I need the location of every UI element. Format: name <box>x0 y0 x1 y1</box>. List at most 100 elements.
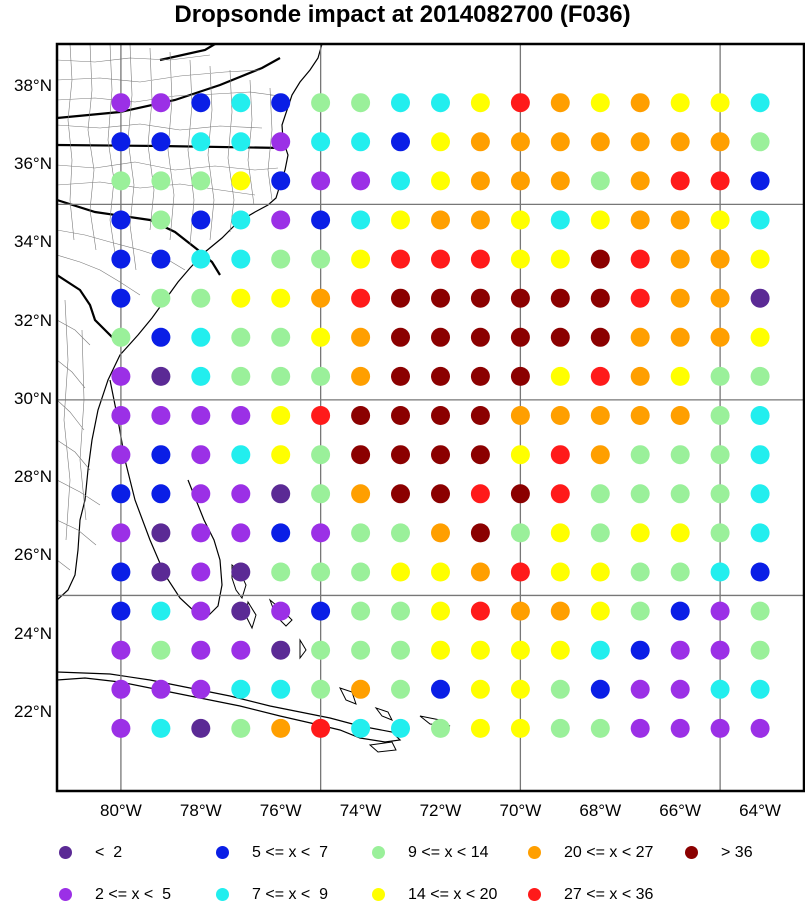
dropsonde-dot <box>431 249 450 269</box>
map-plot <box>55 42 805 793</box>
dropsonde-dot <box>311 210 331 230</box>
dropsonde-dot <box>151 484 171 504</box>
dropsonde-dot <box>151 406 171 425</box>
longitude-tick-label: 78°W <box>179 801 222 820</box>
dropsonde-dot <box>670 93 690 113</box>
dropsonde-dot <box>510 601 530 621</box>
dropsonde-dot <box>750 93 770 113</box>
dropsonde-dot <box>151 249 171 269</box>
dropsonde-dot <box>550 523 570 543</box>
dropsonde-dot <box>351 210 371 230</box>
longitude-tick-label: 80°W <box>100 801 142 820</box>
dropsonde-dot <box>231 171 251 191</box>
dropsonde-dot <box>191 366 211 386</box>
dropsonde-dot <box>311 484 331 504</box>
dropsonde-dot <box>391 445 410 465</box>
dropsonde-dot <box>550 718 570 738</box>
dropsonde-dot <box>351 445 371 465</box>
dropsonde-dot <box>550 640 570 660</box>
dropsonde-dot <box>271 484 291 504</box>
dropsonde-dot <box>111 288 131 308</box>
dropsonde-dot <box>231 327 251 347</box>
dropsonde-dots <box>111 93 770 738</box>
dropsonde-dot <box>431 523 450 543</box>
dropsonde-dot <box>351 718 371 738</box>
dropsonde-dot <box>510 366 530 386</box>
dropsonde-dot <box>470 679 490 699</box>
dropsonde-dot <box>231 523 251 543</box>
bahamas <box>231 563 451 753</box>
dropsonde-dot <box>191 445 211 465</box>
dropsonde-dot <box>710 406 730 425</box>
dropsonde-dot <box>670 171 690 191</box>
dropsonde-dot <box>550 93 570 113</box>
dropsonde-dot <box>710 640 730 660</box>
dropsonde-dot <box>470 484 490 504</box>
dropsonde-dot <box>311 366 331 386</box>
dropsonde-dot <box>191 640 211 660</box>
dropsonde-dot <box>271 562 291 582</box>
dropsonde-dot <box>351 562 371 582</box>
dropsonde-dot <box>111 679 131 699</box>
dropsonde-dot <box>191 171 211 191</box>
dropsonde-dot <box>670 406 690 425</box>
dropsonde-dot <box>271 523 291 543</box>
latitude-tick-label: 36°N <box>14 154 52 174</box>
dropsonde-dot <box>670 366 690 386</box>
longitude-tick-label: 68°W <box>579 801 622 820</box>
dropsonde-dot <box>271 679 291 699</box>
dropsonde-dot <box>590 523 610 543</box>
dropsonde-dot <box>191 562 211 582</box>
dropsonde-dot <box>510 679 530 699</box>
dropsonde-dot <box>550 327 570 347</box>
dropsonde-dot <box>550 366 570 386</box>
dropsonde-dot <box>750 406 770 425</box>
dropsonde-dot <box>590 484 610 504</box>
dropsonde-dot <box>311 249 331 269</box>
dropsonde-dot <box>630 210 650 230</box>
dropsonde-dot <box>470 249 490 269</box>
dropsonde-dot <box>710 601 730 621</box>
legend-swatch <box>372 846 385 859</box>
latitude-tick-label: 30°N <box>14 388 52 408</box>
dropsonde-dot <box>391 679 410 699</box>
dropsonde-dot <box>151 210 171 230</box>
dropsonde-dot <box>590 640 610 660</box>
dropsonde-dot <box>231 679 251 699</box>
dropsonde-dot <box>191 327 211 347</box>
dropsonde-dot <box>510 718 530 738</box>
dropsonde-dot <box>470 718 490 738</box>
dropsonde-dot <box>351 601 371 621</box>
dropsonde-dot <box>550 406 570 425</box>
dropsonde-dot <box>630 132 650 152</box>
dropsonde-dot <box>710 679 730 699</box>
dropsonde-dot <box>391 601 410 621</box>
dropsonde-dot <box>670 523 690 543</box>
dropsonde-dot <box>630 406 650 425</box>
dropsonde-dot <box>510 171 530 191</box>
dropsonde-dot <box>271 445 291 465</box>
dropsonde-dot <box>111 132 131 152</box>
dropsonde-dot <box>191 523 211 543</box>
dropsonde-dot <box>630 601 650 621</box>
dropsonde-dot <box>431 406 450 425</box>
dropsonde-dot <box>351 132 371 152</box>
dropsonde-dot <box>111 93 131 113</box>
dropsonde-dot <box>550 679 570 699</box>
dropsonde-dot <box>710 288 730 308</box>
county-borders <box>57 44 281 571</box>
dropsonde-dot <box>590 601 610 621</box>
legend-label: 27 <= x < 36 <box>564 886 654 903</box>
dropsonde-dot <box>351 366 371 386</box>
dropsonde-dot <box>630 679 650 699</box>
dropsonde-dot <box>231 445 251 465</box>
dropsonde-dot <box>311 406 331 425</box>
dropsonde-dot <box>231 718 251 738</box>
dropsonde-dot <box>590 718 610 738</box>
dropsonde-dot <box>231 562 251 582</box>
dropsonde-dot <box>391 366 410 386</box>
dropsonde-dot <box>231 406 251 425</box>
latitude-tick-label: 38°N <box>14 76 52 96</box>
dropsonde-dot <box>151 718 171 738</box>
dropsonde-dot <box>470 132 490 152</box>
